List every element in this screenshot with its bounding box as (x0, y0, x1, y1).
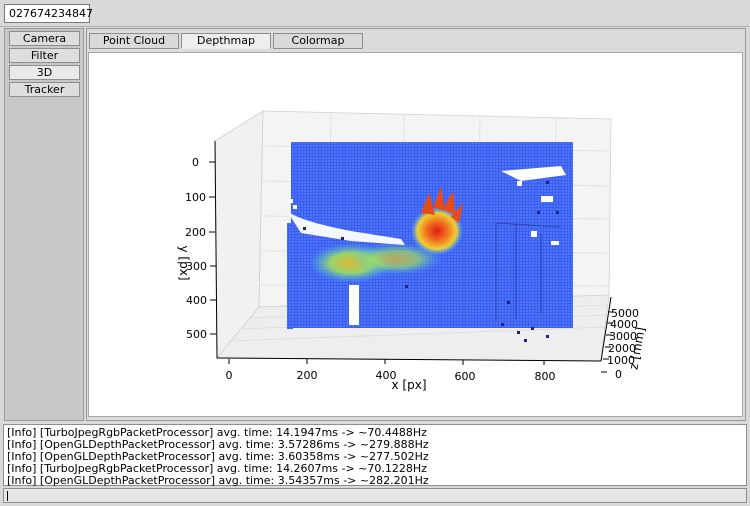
plot-canvas[interactable]: 0 200 400 600 800 x [px] 0 100 200 300 4… (89, 53, 742, 416)
y-tick-label: 0 (192, 156, 199, 169)
y-tick-label: 100 (185, 191, 206, 204)
header-divider (0, 26, 750, 27)
z-tick-label: 5000 (611, 307, 639, 320)
log-line: [Info] [TurboJpegRgbPacketProcessor] avg… (7, 426, 427, 439)
z-tick-label: 3000 (609, 330, 637, 343)
sidebar-item-3d[interactable]: 3D (9, 65, 80, 80)
tab-point-cloud[interactable]: Point Cloud (89, 33, 179, 49)
x-tick-label: 0 (226, 369, 233, 382)
y-axis-label: y [px] (177, 246, 191, 281)
sidebar-item-tracker[interactable]: Tracker (9, 82, 80, 97)
text-cursor (7, 491, 8, 501)
axis-lines (214, 140, 612, 362)
sidebar-item-camera[interactable]: Camera (9, 31, 80, 46)
command-input[interactable] (3, 488, 747, 503)
depth-surface (287, 142, 573, 342)
log-output[interactable]: [Info] [TurboJpegRgbPacketProcessor] avg… (3, 424, 747, 487)
z-tick-label: 4000 (610, 318, 638, 331)
y-tick-label: 500 (186, 328, 207, 341)
log-line: [Info] [OpenGLDepthPacketProcessor] avg.… (7, 438, 429, 451)
log-line: [Info] [TurboJpegRgbPacketProcessor] avg… (7, 462, 427, 475)
z-tick-label: 1000 (607, 354, 635, 367)
log-line: [Info] [OpenGLDepthPacketProcessor] avg.… (7, 450, 429, 463)
z-tick-label: 2000 (608, 342, 636, 355)
depthmap-3d-plot[interactable]: 0 200 400 600 800 x [px] 0 100 200 300 4… (88, 52, 743, 417)
sidebar: Camera Filter 3D Tracker (4, 28, 84, 421)
sidebar-item-filter[interactable]: Filter (9, 48, 80, 63)
tab-colormap[interactable]: Colormap (273, 33, 363, 49)
x-tick-label: 200 (297, 369, 318, 382)
tab-depthmap[interactable]: Depthmap (181, 33, 271, 49)
y-tick-label: 200 (185, 226, 206, 239)
y-tick-label: 300 (186, 260, 207, 273)
device-serial-field: 027674234847 (4, 4, 93, 23)
x-axis-label: x [px] (392, 378, 427, 392)
z-tick-label: 0 (615, 368, 622, 381)
x-tick-label: 800 (535, 370, 556, 383)
log-line: [Info] [OpenGLDepthPacketProcessor] avg.… (7, 474, 429, 487)
x-tick-label: 600 (455, 370, 476, 383)
y-tick-label: 400 (186, 294, 207, 307)
x-tick-label: 400 (376, 369, 397, 382)
